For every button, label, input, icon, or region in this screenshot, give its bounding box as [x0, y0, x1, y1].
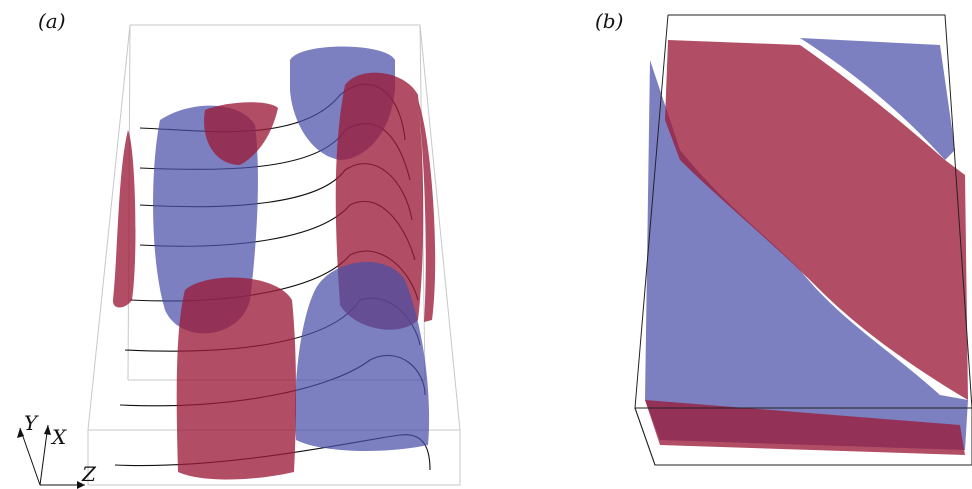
- axis-label: Y: [24, 411, 39, 435]
- panel-label: (a): [38, 9, 66, 33]
- panel-b: (b): [595, 9, 972, 466]
- axis-label: X: [50, 425, 67, 449]
- panel-a: (a): [17, 9, 461, 489]
- red-structure: [418, 100, 436, 322]
- panel-label: (b): [595, 9, 623, 33]
- red-structure: [665, 40, 968, 400]
- blue-structure: [800, 38, 955, 160]
- blue-structure: [294, 261, 430, 452]
- red-structure: [204, 102, 278, 165]
- red-structure: [645, 400, 965, 455]
- blue-structure: [645, 60, 968, 450]
- red-structure: [176, 277, 296, 480]
- axis-triad: Y X Z: [17, 411, 97, 489]
- axis-label: Z: [81, 462, 97, 486]
- bounding-box: [634, 14, 972, 466]
- red-structure: [112, 130, 136, 308]
